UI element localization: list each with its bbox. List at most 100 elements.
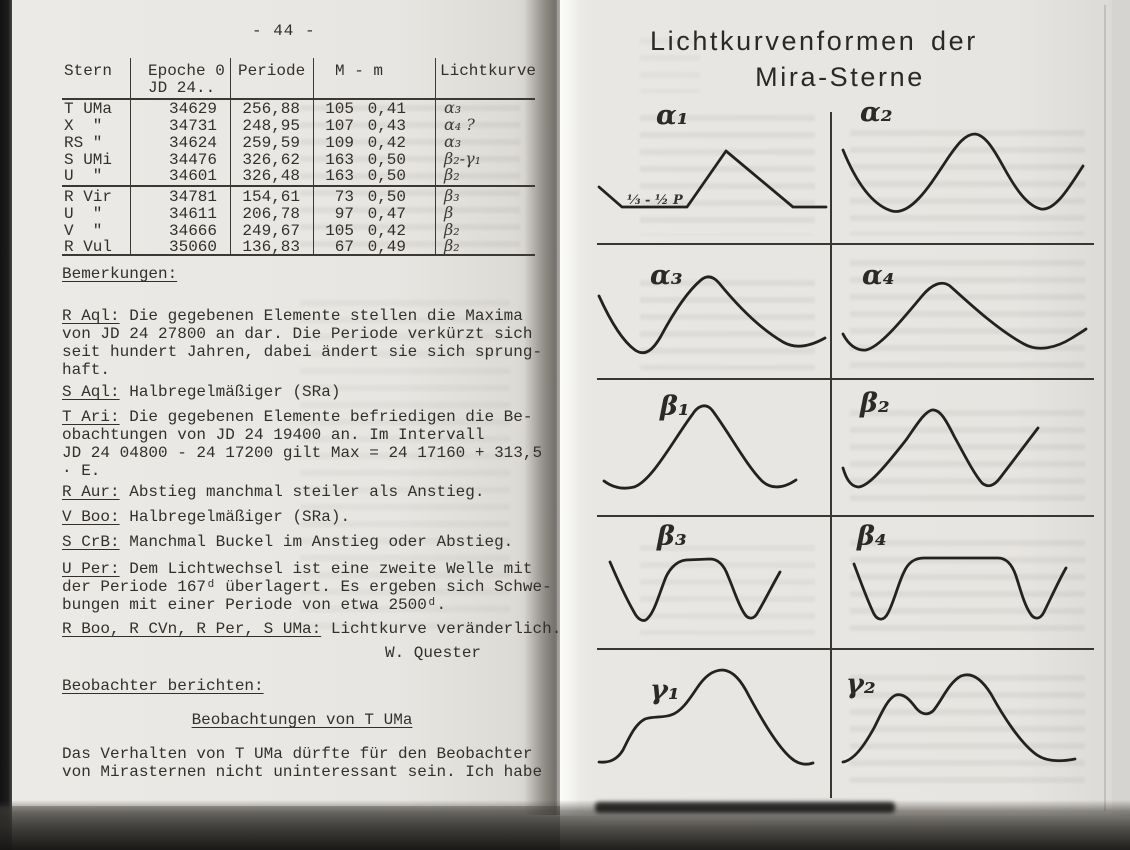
cell-m: 97 (334, 205, 354, 223)
remark-text: Lichtkurve veränderlich. (321, 620, 562, 638)
row-divider-4 (597, 648, 1094, 650)
cell-amp: 0,42 (367, 134, 406, 152)
remark-r-aql: R Aql: Die gegebenen Elemente stellen di… (62, 307, 562, 379)
cell-lichtkurve: α₃ (444, 132, 462, 151)
cell-m: 107 (325, 117, 354, 135)
cell-periode: 256,88 (242, 100, 300, 118)
remark-label: S CrB: (62, 533, 120, 551)
cell-stern: V " (64, 222, 103, 240)
remark-text: Abstieg manchmal steiler als Anstieg. (119, 483, 485, 501)
cell-m: 163 (325, 151, 354, 169)
cell-amp: 0,49 (367, 238, 406, 256)
cell-stern: U " (64, 205, 103, 223)
label-alpha4: α₄ (862, 260, 895, 291)
cell-stern: S UMi (64, 151, 113, 169)
cell-lichtkurve: β (444, 203, 454, 222)
curve-alpha3 (597, 275, 827, 355)
spine-gutter-highlight (560, 0, 580, 815)
cell-m: 109 (325, 134, 354, 152)
bleedthrough-texture (300, 300, 510, 630)
star-elements-table: Stern Epoche 0 JD 24.. Periode M - m Lic… (62, 58, 537, 256)
curve-alpha1 (597, 149, 828, 209)
cell-periode: 259,59 (242, 134, 300, 152)
curve-beta3 (608, 557, 782, 622)
table-bottom-rule (62, 254, 535, 256)
cell-m: 105 (325, 222, 354, 240)
bottom-scan-shadow (0, 800, 1130, 850)
cell-amp: 0,42 (367, 222, 406, 240)
cell-epoche: 34781 (168, 188, 217, 206)
remark-v-boo: V Boo: Halbregelmäßiger (SRa). (62, 508, 562, 526)
cell-periode: 206,78 (242, 205, 300, 223)
bleedthrough-texture (850, 675, 1085, 785)
cell-stern: R Vir (64, 188, 113, 206)
col-header-periode: Periode (238, 62, 306, 80)
cell-stern: U " (64, 167, 103, 185)
cell-epoche: 34624 (168, 134, 217, 152)
remark-r-aur: R Aur: Abstieg manchmal steiler als Anst… (62, 483, 562, 501)
beobachtungen-subheading: Beobachtungen von T UMa (62, 711, 542, 729)
cell-m: 73 (334, 188, 354, 206)
remark-label: R Aur: (62, 483, 120, 501)
cell-periode: 154,61 (242, 188, 300, 206)
curve-alpha4 (841, 281, 1088, 352)
cell-periode: 326,62 (242, 151, 300, 169)
col-header-stern: Stern (64, 62, 113, 80)
col-header-amplitude: M - m (335, 62, 384, 80)
bleedthrough-texture (850, 410, 1085, 505)
cell-epoche: 34611 (168, 205, 217, 223)
cell-periode: 249,67 (242, 222, 300, 240)
cell-epoche: 34601 (168, 167, 217, 185)
remark-variable-curves: R Boo, R CVn, R Per, S UMa: Lichtkurve v… (62, 620, 562, 638)
intro-paragraph: Das Verhalten von T UMa dürfte für den B… (62, 745, 543, 781)
curve-gamma1 (597, 668, 815, 766)
cell-periode: 326,48 (242, 167, 300, 185)
bemerkungen-heading: Bemerkungen: (62, 265, 178, 283)
row-divider-2 (597, 378, 1094, 380)
cell-m: 105 (325, 100, 354, 118)
beobachtungen-subheading-text: Beobachtungen von T UMa (191, 711, 413, 729)
cell-stern: T UMa (64, 100, 113, 118)
cell-lichtkurve: β₂ (444, 236, 460, 255)
cell-epoche: 34476 (168, 151, 217, 169)
right-page-edge (1112, 0, 1130, 815)
cell-amp: 0,47 (367, 205, 406, 223)
table-column-divider (313, 58, 315, 254)
table-header-rule (62, 98, 535, 100)
remark-text: Halbregelmäßiger (SRa). (119, 508, 351, 526)
remark-text: Manchmal Buckel im Anstieg oder Abstieg. (119, 533, 514, 551)
signature: W. Quester (385, 644, 482, 662)
row-divider-3 (597, 515, 1094, 517)
right-page (557, 0, 1130, 816)
col-header-lichtkurve: Lichtkurve (440, 62, 537, 80)
cell-amp: 0,50 (367, 151, 406, 169)
table-group-rule (62, 185, 535, 187)
remark-label: U Per: (62, 560, 120, 578)
remark-s-crb: S CrB: Manchmal Buckel im Anstieg oder A… (62, 533, 562, 551)
table-column-divider (435, 58, 437, 254)
cell-stern: X " (64, 117, 103, 135)
label-beta3: β₃ (657, 521, 687, 552)
curve-beta1 (602, 404, 798, 490)
label-beta2: β₂ (860, 388, 890, 419)
right-page-edge-line (1104, 5, 1106, 811)
spine-gutter-shadow (524, 0, 560, 815)
remark-label: T Ari: (62, 408, 120, 426)
label-alpha1: α₁ (656, 100, 689, 131)
curve-gamma2 (841, 673, 1077, 764)
cell-lichtkurve: α₃ (444, 98, 462, 117)
label-gamma2: γ₂ (846, 669, 876, 700)
page-number: - 44 - (252, 22, 316, 40)
right-page-title-word1: Lichtkurvenformen (650, 26, 917, 56)
label-gamma1: γ₁ (650, 675, 680, 706)
remark-text: Halbregelmäßiger (SRa) (119, 383, 341, 401)
bleedthrough-texture (640, 545, 815, 635)
cell-stern: R Vul (64, 238, 113, 256)
remark-label: S Aql: (62, 383, 120, 401)
cell-epoche: 34731 (168, 117, 217, 135)
remark-u-per: U Per: Dem Lichtwechsel ist eine zweite … (62, 560, 562, 614)
bleedthrough-texture (850, 130, 1085, 235)
beobachter-heading: Beobachter berichten: (62, 677, 264, 695)
bleedthrough-texture (300, 105, 520, 250)
